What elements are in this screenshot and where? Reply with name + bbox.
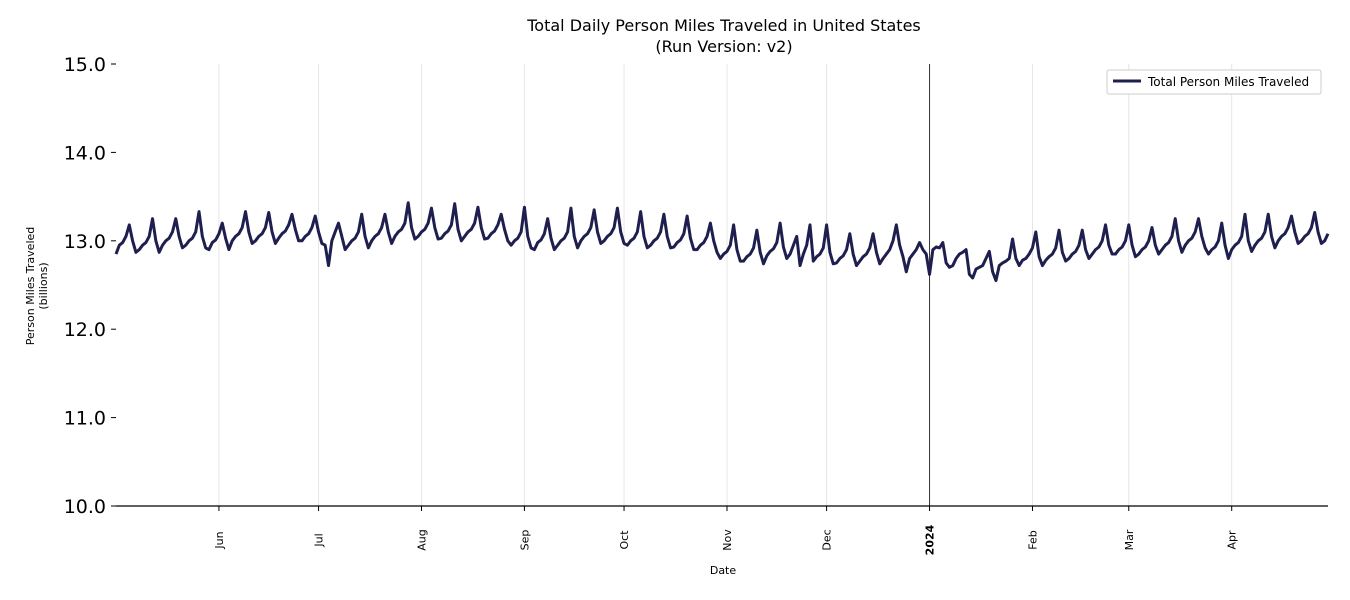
- series-group: [114, 201, 1330, 283]
- x-tick-label: Dec: [821, 529, 834, 550]
- x-tick-label: Aug: [415, 529, 428, 550]
- y-tick-label: 15.0: [64, 54, 106, 76]
- x-axis: Jun Jul Aug Sep Oct Nov Dec 2024 Feb Mar Apr: [116, 505, 1328, 555]
- x-tick-label: Nov: [721, 529, 734, 551]
- y-tick-label: 11.0: [64, 408, 106, 430]
- y-axis-label-line2: (billions): [37, 262, 50, 309]
- y-tick-label: 14.0: [64, 142, 106, 164]
- series-line-total-person-miles: [114, 201, 1330, 283]
- y-tick-label: 10.0: [64, 496, 106, 518]
- grid: [218, 64, 1233, 506]
- x-tick-label: Apr: [1226, 530, 1239, 550]
- x-tick-label: Mar: [1123, 529, 1136, 550]
- y-axis: 10.0 11.0 12.0 13.0 14.0 15.0: [64, 54, 116, 518]
- x-tick-label: Sep: [518, 530, 531, 551]
- x-tick-label: Feb: [1026, 530, 1039, 549]
- x-tick-label: Jul: [313, 533, 326, 547]
- x-tick-label: 2024: [924, 524, 937, 555]
- legend-label: Total Person Miles Traveled: [1147, 75, 1309, 89]
- x-axis-label: Date: [710, 564, 737, 577]
- y-tick-label: 13.0: [64, 231, 106, 253]
- y-tick-label: 12.0: [64, 319, 106, 341]
- x-tick-label: Oct: [618, 530, 631, 550]
- y-axis-label-line1: Person Miles Traveled: [24, 227, 37, 346]
- legend-box: [1106, 69, 1322, 95]
- x-tick-label: Jun: [213, 531, 226, 549]
- chart-subtitle: (Run Version: v2): [655, 37, 792, 56]
- legend: Total Person Miles Traveled: [1106, 69, 1322, 95]
- chart-title: Total Daily Person Miles Traveled in Uni…: [526, 16, 921, 35]
